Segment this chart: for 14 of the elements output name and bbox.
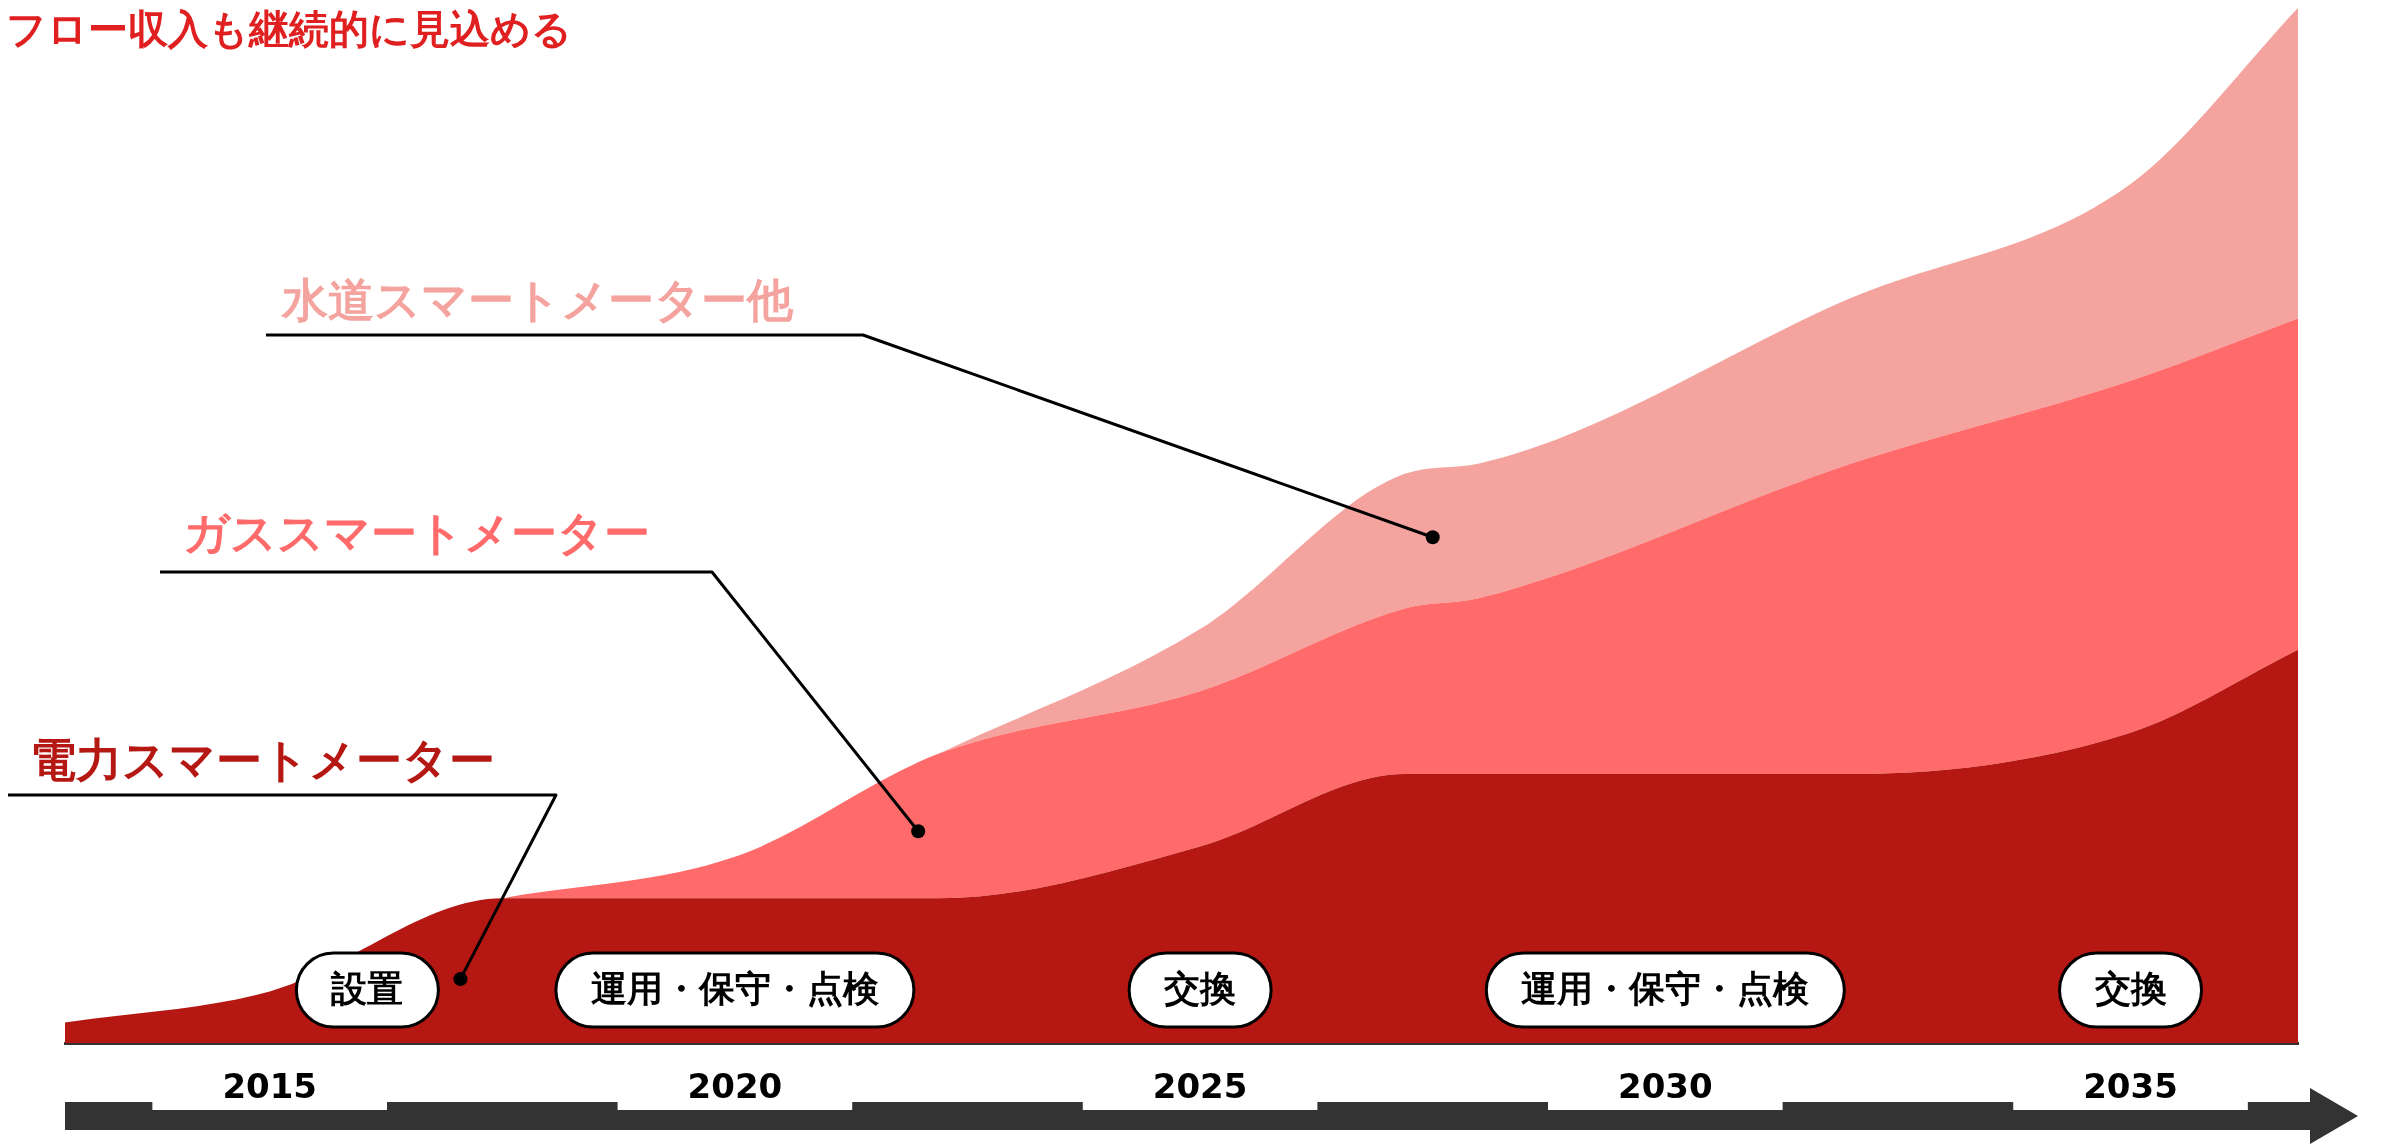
x-tick-label: 2020 [687,1066,783,1107]
text: 電力スマートメーター [30,732,495,787]
x-tick-label: 2035 [2083,1066,2178,1107]
annotation: 設置 [330,968,404,1010]
x-tick-label: 2025 [1152,1066,1248,1107]
text: 水道スマートメーター他 [280,272,794,327]
annotation: 運用・保守・点検 [1521,968,1810,1010]
annotation: 運用・保守・点検 [590,968,879,1010]
annotation: 交換 [1163,968,1237,1010]
text: ガススマートメーター [183,505,650,560]
chart-title: フロー収入も継続的に見込める [6,5,572,54]
x-tick-label: 2015 [222,1066,318,1107]
x-tick-label: 2030 [1618,1066,1713,1107]
annotation: 交換 [2093,968,2167,1010]
